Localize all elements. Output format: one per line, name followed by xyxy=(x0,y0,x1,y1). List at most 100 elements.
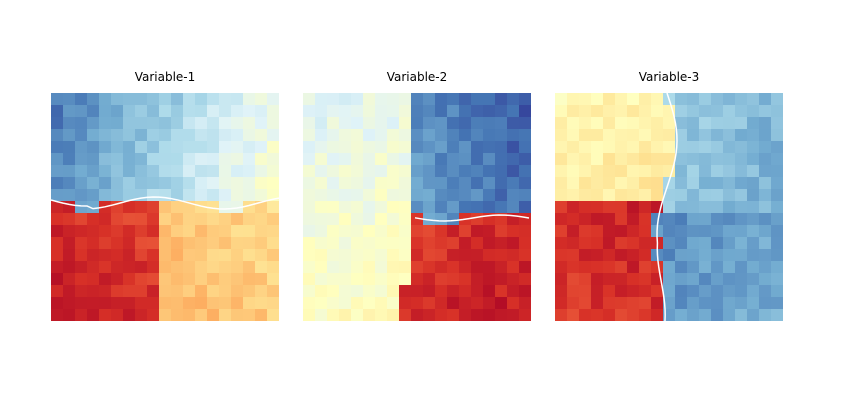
heatmap-cell xyxy=(51,225,64,238)
heatmap-cell xyxy=(87,237,100,250)
heatmap-cell xyxy=(459,105,472,118)
heatmap-cell xyxy=(735,177,748,190)
heatmap-cell xyxy=(171,261,184,274)
heatmap-cell xyxy=(555,105,568,118)
heatmap-cell xyxy=(627,273,640,286)
heatmap-cell xyxy=(219,309,232,321)
heatmap-cell xyxy=(363,237,376,250)
heatmap-cell xyxy=(147,105,160,118)
heatmap-cell xyxy=(87,117,100,130)
heatmap-cell xyxy=(387,117,400,130)
heatmap-cell xyxy=(231,261,244,274)
heatmap-cell xyxy=(327,261,340,274)
heatmap-cell xyxy=(327,309,340,321)
heatmap-cell xyxy=(363,93,376,106)
heatmap-cell xyxy=(699,225,712,238)
heatmap-cell xyxy=(75,213,88,226)
heatmap-cell xyxy=(375,177,388,190)
heatmap-cell xyxy=(147,165,160,178)
heatmap-cell xyxy=(723,93,736,106)
heatmap-cell xyxy=(483,237,496,250)
heatmap-cell xyxy=(675,261,688,274)
heatmap-cell xyxy=(159,177,172,190)
heatmap-cell xyxy=(555,201,568,214)
heatmap-cell xyxy=(255,129,268,142)
heatmap-cell xyxy=(615,309,628,321)
heatmap-cell xyxy=(135,129,148,142)
heatmap-cell xyxy=(663,261,676,274)
heatmap-cell xyxy=(219,213,232,226)
heatmap-cell xyxy=(639,273,652,286)
heatmap-cell xyxy=(387,129,400,142)
heatmap-cell xyxy=(75,105,88,118)
heatmap-cell xyxy=(615,117,628,130)
heatmap-cell xyxy=(411,201,424,214)
heatmap-cell xyxy=(699,189,712,202)
heatmap-cell xyxy=(159,129,172,142)
heatmap-cell xyxy=(495,237,508,250)
heatmap-cell xyxy=(99,117,112,130)
heatmap-cell xyxy=(507,177,520,190)
heatmap-cell xyxy=(675,141,688,154)
heatmap-cell xyxy=(339,117,352,130)
heatmap-cell xyxy=(351,105,364,118)
heatmap-cell xyxy=(495,261,508,274)
heatmap-cell xyxy=(507,153,520,166)
heatmap-cell xyxy=(639,249,652,262)
heatmap-cell xyxy=(639,261,652,274)
heatmap-cell xyxy=(123,189,136,202)
heatmap-cell xyxy=(459,129,472,142)
heatmap-cell xyxy=(147,129,160,142)
heatmap-cell xyxy=(111,261,124,274)
heatmap-cell xyxy=(483,261,496,274)
heatmap-cell xyxy=(651,309,664,321)
heatmap-cell xyxy=(507,273,520,286)
heatmap-cell xyxy=(735,165,748,178)
heatmap-cell xyxy=(171,297,184,310)
heatmap-cell xyxy=(243,309,256,321)
heatmap-cell xyxy=(63,261,76,274)
heatmap-cell xyxy=(315,249,328,262)
heatmap-cell xyxy=(75,165,88,178)
heatmap-cell xyxy=(51,141,64,154)
heatmap-cell xyxy=(615,273,628,286)
heatmap-cell xyxy=(195,297,208,310)
heatmap-cell xyxy=(267,201,279,214)
heatmap-cell xyxy=(495,153,508,166)
heatmap-cell xyxy=(567,225,580,238)
heatmap-cell xyxy=(711,189,724,202)
heatmap-cell xyxy=(663,225,676,238)
heatmap-cell xyxy=(51,105,64,118)
heatmap-cell xyxy=(687,201,700,214)
heatmap-cell xyxy=(231,309,244,321)
heatmap-cell xyxy=(771,177,783,190)
heatmap-cell xyxy=(687,141,700,154)
heatmap-cell xyxy=(687,249,700,262)
heatmap-cell xyxy=(411,297,424,310)
heatmap-cell xyxy=(63,309,76,321)
heatmap-cell xyxy=(483,117,496,130)
heatmap-cell xyxy=(603,117,616,130)
heatmap-cell xyxy=(207,129,220,142)
heatmap-cell xyxy=(735,141,748,154)
heatmap-cell xyxy=(303,237,316,250)
heatmap-cell xyxy=(399,189,412,202)
heatmap-cell xyxy=(375,225,388,238)
heatmap-cell xyxy=(423,273,436,286)
heatmap-cell xyxy=(639,117,652,130)
heatmap-cell xyxy=(759,249,772,262)
heatmap-cell xyxy=(699,153,712,166)
heatmap-cell xyxy=(315,201,328,214)
heatmap-cell xyxy=(75,93,88,106)
heatmap-cell xyxy=(507,117,520,130)
heatmap-cell xyxy=(99,213,112,226)
heatmap-cell xyxy=(363,261,376,274)
heatmap-cell xyxy=(387,153,400,166)
heatmap-cell xyxy=(723,201,736,214)
heatmap-cell xyxy=(87,189,100,202)
heatmap-cell xyxy=(735,201,748,214)
heatmap-cell xyxy=(723,117,736,130)
heatmap-cell xyxy=(435,309,448,321)
heatmap-cell xyxy=(483,177,496,190)
heatmap-cell xyxy=(759,141,772,154)
